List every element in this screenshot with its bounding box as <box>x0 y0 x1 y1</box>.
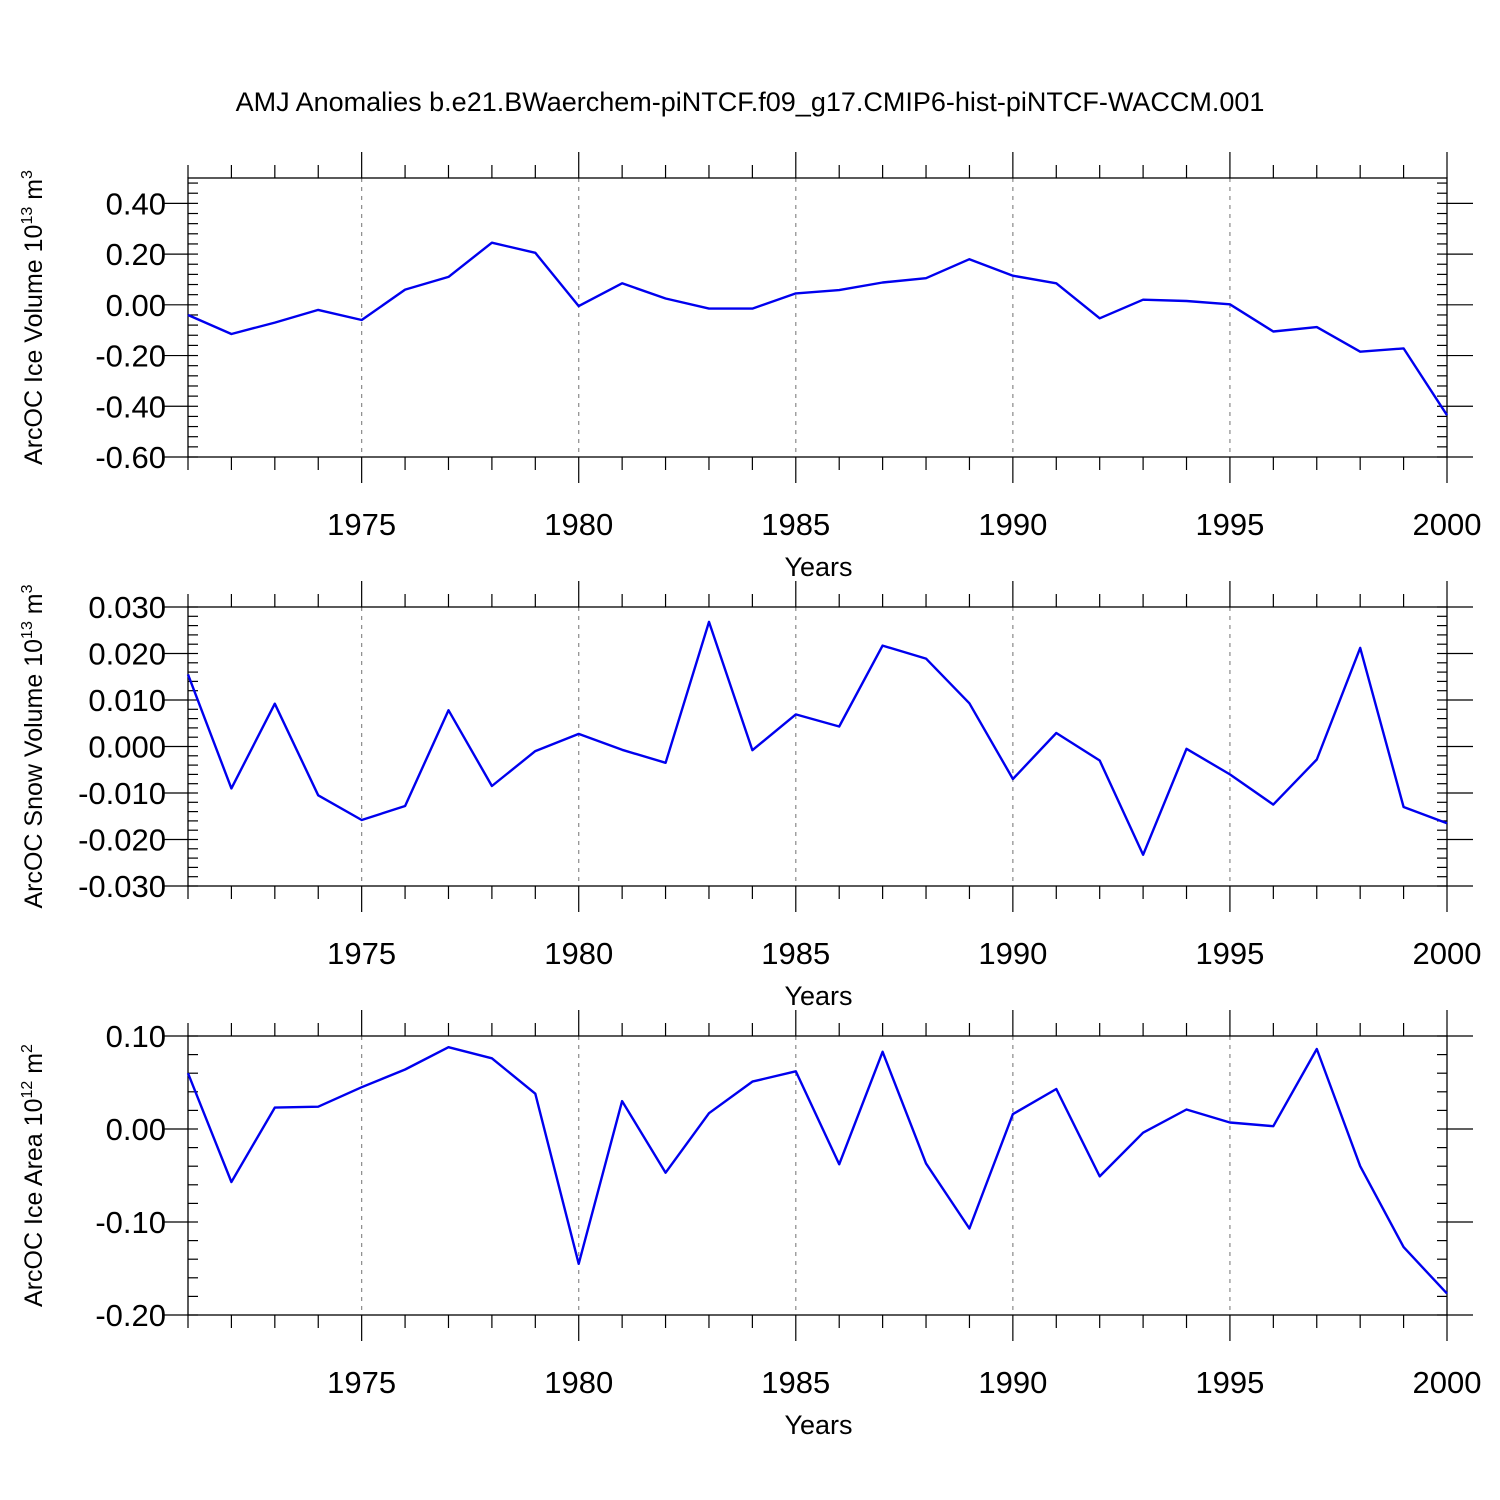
series-line <box>187 241 1449 416</box>
x-tick-label: 2000 <box>1413 936 1482 971</box>
y-tick-label: 0.030 <box>88 590 166 625</box>
x-axis-label: Years <box>784 981 852 1011</box>
panel-2: 0.030 0.020 0.010 0.000 -0.010 -0.020 -0.030 19… <box>19 581 1481 1011</box>
x-tick-label: 2000 <box>1413 1365 1482 1400</box>
y-tick-label: -0.010 <box>78 776 166 811</box>
x-tick-label: 1990 <box>978 936 1047 971</box>
y-tick-label: 0.20 <box>106 237 166 272</box>
chart-title: AMJ Anomalies b.e21.BWaerchem-piNTCF.f09… <box>236 87 1265 117</box>
x-tick-label: 1980 <box>544 1365 613 1400</box>
y-axis-label: ArcOC Snow Volume 1013 m3 <box>19 584 48 908</box>
x-tick-label: 1975 <box>327 936 396 971</box>
y-axis-label: ArcOC Ice Area 1012 m2 <box>19 1044 48 1307</box>
plot-frame <box>187 1035 1448 1316</box>
y-tick-label: -0.60 <box>95 440 166 475</box>
y-tick-label: -0.40 <box>95 389 166 424</box>
y-tick-label: 0.00 <box>106 288 166 323</box>
series-line <box>186 1045 1448 1295</box>
y-tick-label: -0.20 <box>95 1298 166 1333</box>
x-tick-label: 1990 <box>978 507 1047 542</box>
plot-frame <box>187 606 1448 887</box>
y-tick-label: 0.00 <box>106 1112 166 1147</box>
y-tick-label: 0.010 <box>88 683 166 718</box>
plot-frame <box>187 177 1448 458</box>
x-tick-label: 1980 <box>544 936 613 971</box>
y-tick-label: 0.000 <box>88 730 166 765</box>
y-tick-label: 0.020 <box>88 637 166 672</box>
x-tick-label: 2000 <box>1413 507 1482 542</box>
x-tick-label: 1985 <box>761 936 830 971</box>
x-tick-label: 1975 <box>327 507 396 542</box>
x-tick-label: 1995 <box>1195 507 1264 542</box>
x-tick-label: 1990 <box>978 1365 1047 1400</box>
x-axis-label: Years <box>784 552 852 582</box>
panel-1: 0.40 0.20 0.00 -0.20 -0.40 -0.60 1975 1980 1985 1… <box>19 152 1481 582</box>
x-tick-label: 1995 <box>1195 1365 1264 1400</box>
panel-3: 0.10 0.00 -0.10 -0.20 1975 1980 1985 1990 1995 20… <box>19 1010 1481 1440</box>
x-tick-label: 1985 <box>761 1365 830 1400</box>
x-axis-label: Years <box>784 1410 852 1440</box>
y-tick-label: 0.40 <box>106 186 166 221</box>
y-tick-label: -0.020 <box>78 823 166 858</box>
y-tick-label: -0.10 <box>95 1205 166 1240</box>
y-tick-label: 0.10 <box>106 1019 166 1054</box>
y-axis-label: ArcOC Ice Volume 1013 m3 <box>19 170 48 465</box>
x-tick-label: 1980 <box>544 507 613 542</box>
x-tick-label: 1995 <box>1195 936 1264 971</box>
y-tick-label: -0.030 <box>78 869 166 904</box>
x-tick-label: 1975 <box>327 1365 396 1400</box>
y-tick-label: -0.20 <box>95 339 166 374</box>
series-line <box>186 620 1448 856</box>
x-tick-label: 1985 <box>761 507 830 542</box>
